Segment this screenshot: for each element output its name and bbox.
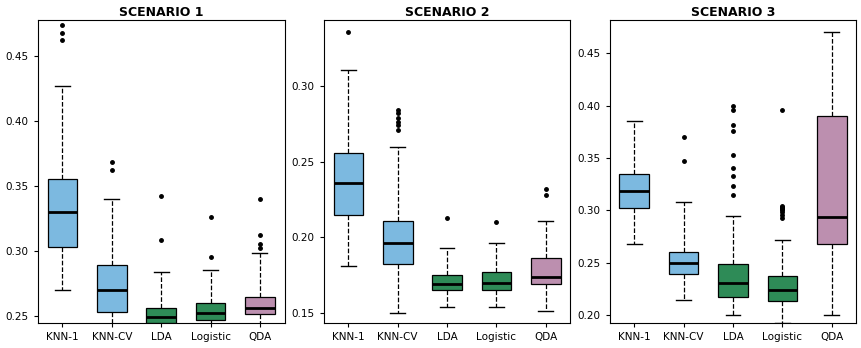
PathPatch shape: [245, 298, 275, 314]
PathPatch shape: [195, 303, 225, 319]
PathPatch shape: [717, 264, 747, 297]
PathPatch shape: [668, 252, 697, 274]
PathPatch shape: [816, 116, 846, 244]
PathPatch shape: [431, 275, 461, 290]
PathPatch shape: [382, 221, 412, 264]
PathPatch shape: [619, 174, 648, 208]
PathPatch shape: [530, 259, 560, 284]
PathPatch shape: [47, 179, 77, 247]
Title: SCENARIO 1: SCENARIO 1: [119, 6, 203, 18]
PathPatch shape: [146, 308, 176, 323]
PathPatch shape: [96, 265, 127, 312]
PathPatch shape: [333, 153, 362, 215]
Title: SCENARIO 3: SCENARIO 3: [690, 6, 774, 18]
PathPatch shape: [766, 276, 796, 301]
PathPatch shape: [481, 272, 511, 290]
Title: SCENARIO 2: SCENARIO 2: [405, 6, 489, 18]
